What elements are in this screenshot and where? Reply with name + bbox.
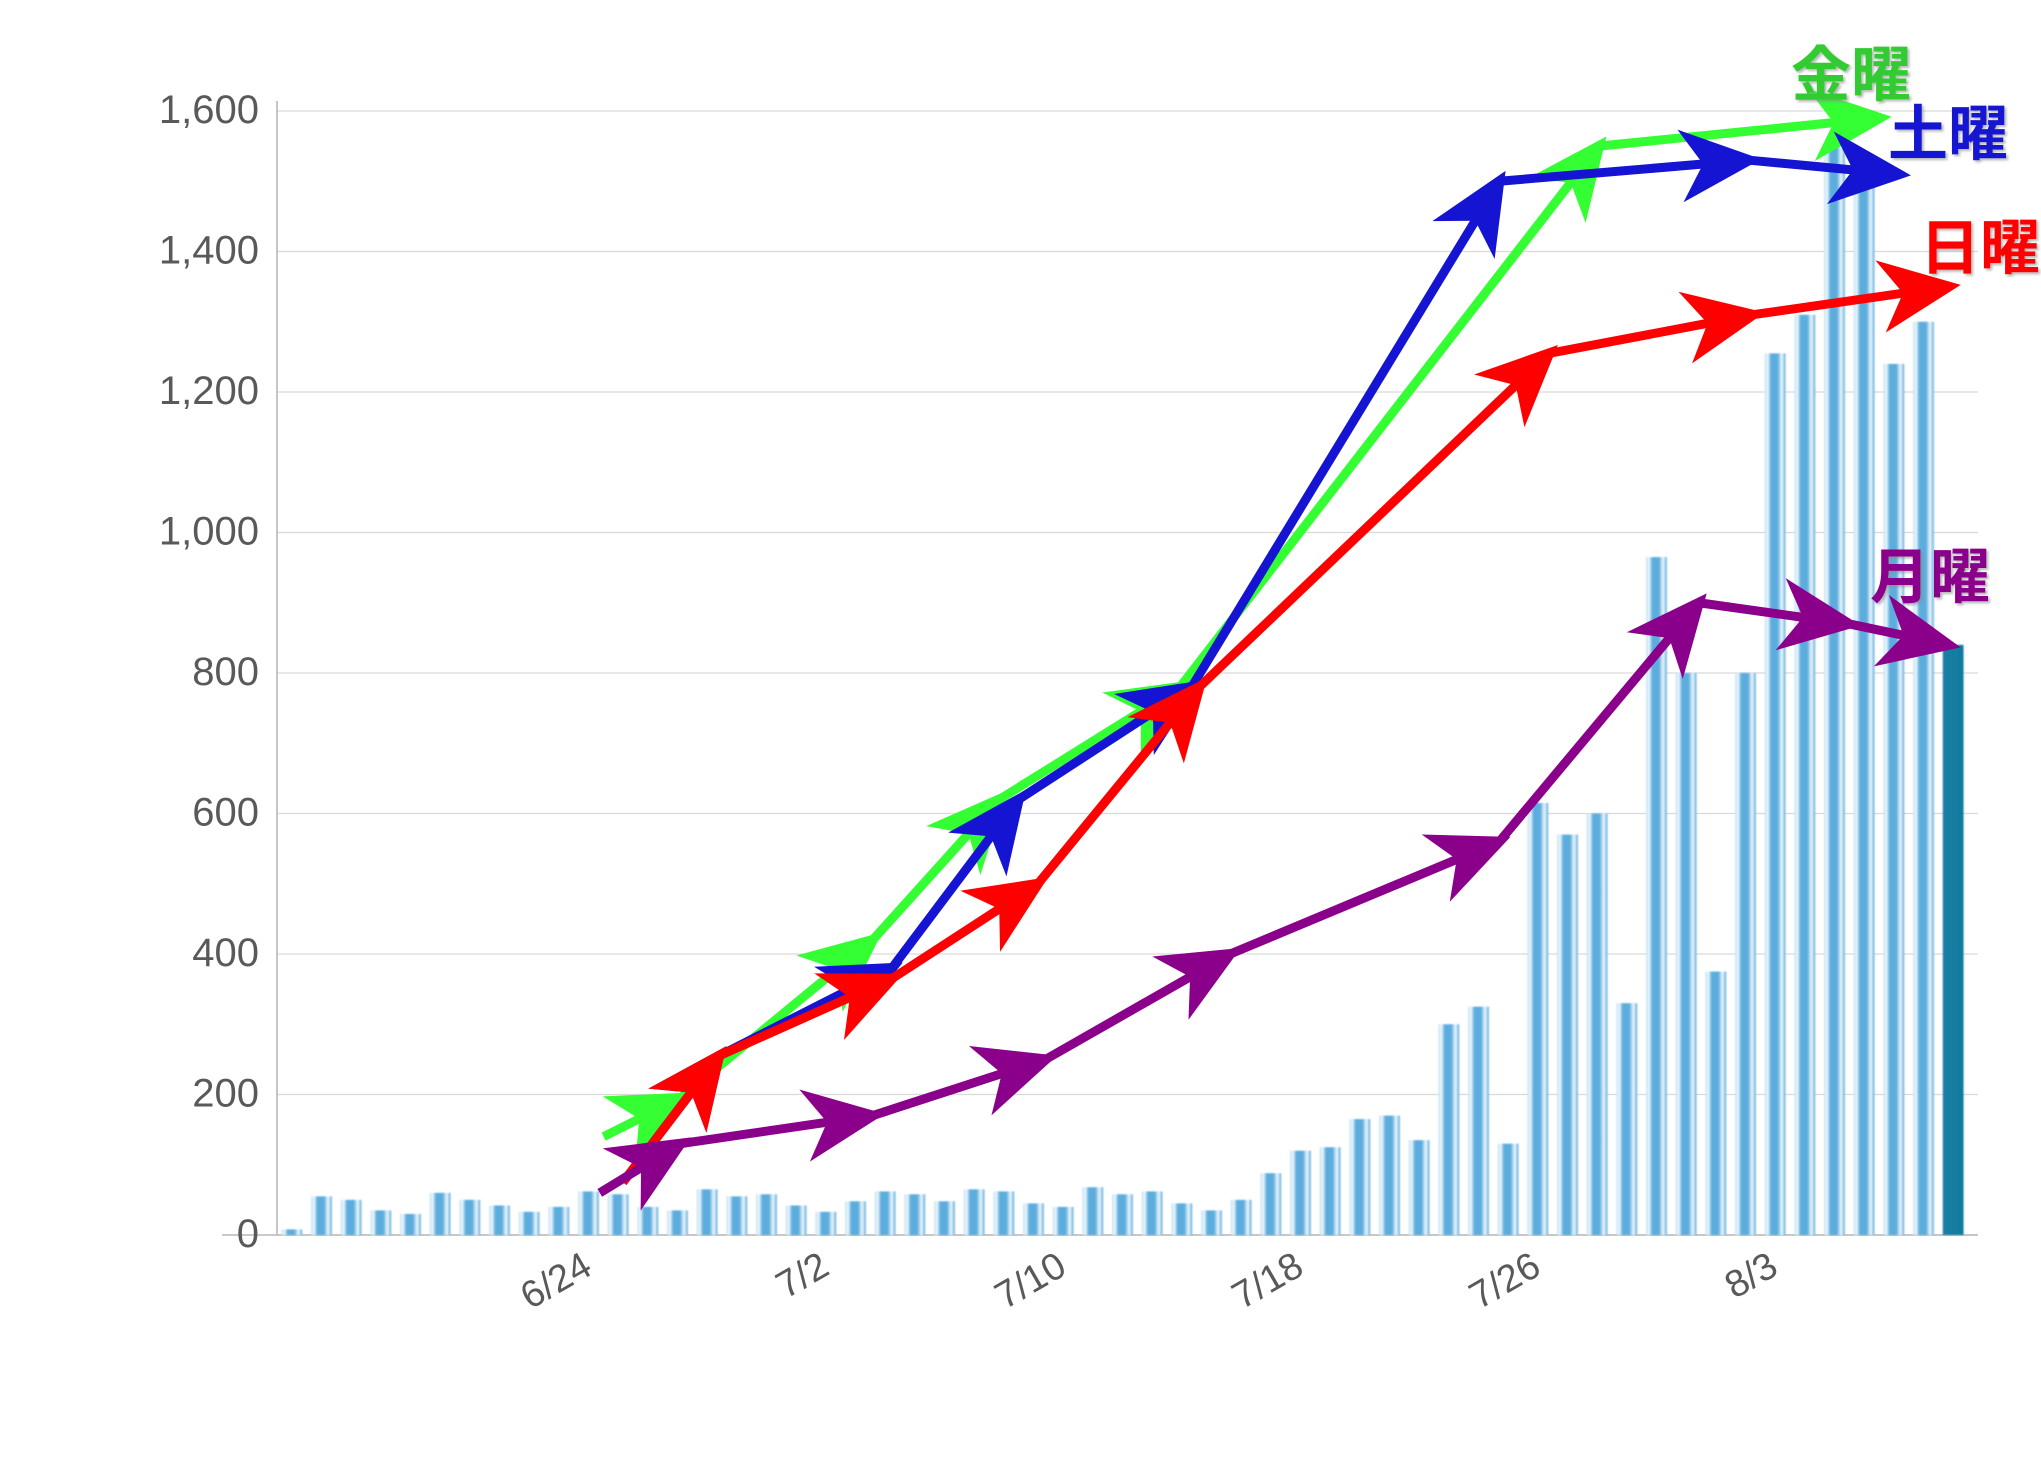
svg-text:0: 0	[237, 1212, 259, 1256]
svg-text:月曜: 月曜	[1870, 529, 1990, 616]
svg-text:600: 600	[192, 791, 259, 835]
svg-text:200: 200	[192, 1072, 259, 1116]
svg-text:1,600: 1,600	[159, 88, 259, 132]
svg-text:1,400: 1,400	[159, 229, 259, 273]
svg-text:日曜: 日曜	[1920, 200, 2040, 287]
svg-text:800: 800	[192, 650, 259, 694]
svg-text:1,200: 1,200	[159, 369, 259, 413]
svg-text:1,000: 1,000	[159, 510, 259, 554]
svg-text:400: 400	[192, 931, 259, 975]
svg-text:土曜: 土曜	[1888, 86, 2008, 173]
